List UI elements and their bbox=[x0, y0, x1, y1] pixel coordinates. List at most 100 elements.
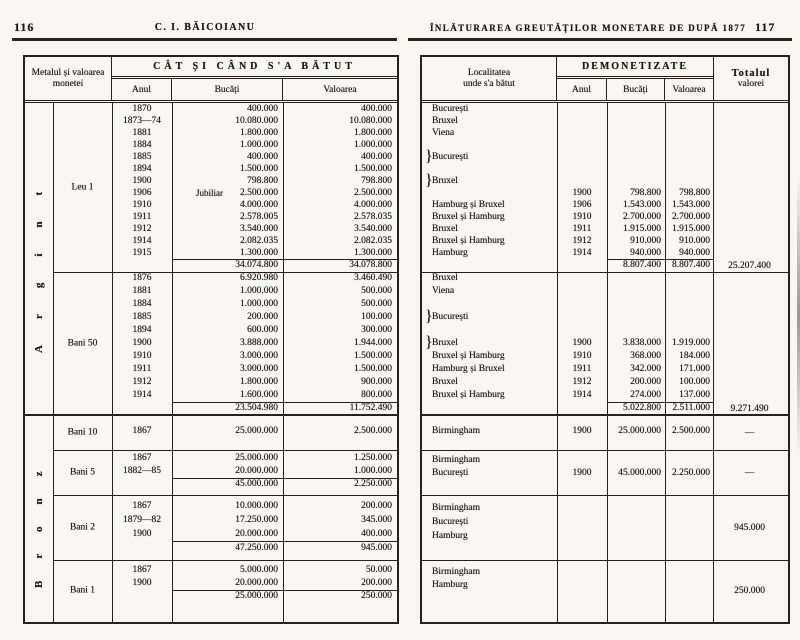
valoarea-cell: 100.000 bbox=[679, 377, 710, 387]
table-row: } Bruxel bbox=[422, 173, 788, 189]
total-separator bbox=[607, 402, 713, 403]
group-header-minted: CÂT ȘI CÂND S'A BĂTUT bbox=[112, 57, 397, 79]
valoarea-cell: 500.000 bbox=[361, 299, 392, 309]
table-row: 1912 3.540.000 3.540.000 bbox=[25, 223, 397, 235]
locality-cell: Birmingham bbox=[432, 503, 481, 513]
valoarea-cell: 2.250.000 bbox=[672, 468, 710, 478]
bucati-cell: 3.000.000 bbox=[240, 351, 278, 361]
bucati-cell: 910.000 bbox=[630, 236, 661, 246]
valoarea-total-cell: 34.078.800 bbox=[349, 260, 392, 270]
table-block: Birmingham București 1900 45.000.000 2.250.0… bbox=[422, 450, 788, 495]
table-row: Hamburg bbox=[422, 529, 788, 543]
valoarea-cell: 10.080.000 bbox=[349, 116, 392, 126]
year-cell: 1881 bbox=[132, 286, 152, 296]
block-separator bbox=[25, 414, 397, 416]
year-cell: 1906 bbox=[572, 200, 592, 210]
mint-table-body: Leu 1 1870 400.000 400.000 1873—74 10.080.000… bbox=[25, 103, 397, 622]
table-row: 1881 1.000.000 500.000 bbox=[25, 285, 397, 298]
year-cell: 1894 bbox=[132, 164, 152, 174]
year-cell: 1910 bbox=[572, 351, 592, 361]
year-cell: 1900 bbox=[572, 468, 592, 478]
column-header-bucati: Bucăți bbox=[607, 79, 665, 100]
corner-header-line2: unde s'a bătut bbox=[463, 78, 515, 89]
table-row: 1911 2.578.005 2.578.035 bbox=[25, 211, 397, 223]
total-row: 45.000.000 2.250.000 bbox=[25, 478, 397, 491]
table-row: Bruxel și Hamburg 1910 368.000 184.000 bbox=[422, 350, 788, 363]
table-row: Birmingham 1900 25.000.000 2.500.000 bbox=[422, 425, 788, 438]
table-row: 1873—74 10.080.000 10.080.000 bbox=[25, 115, 397, 127]
locality-cell: București bbox=[432, 468, 469, 478]
year-cell: 1900 bbox=[132, 338, 152, 348]
page-number-right: 117 bbox=[755, 20, 776, 34]
table-row: 1879—82 17.250.000 345.000 bbox=[25, 513, 397, 527]
valoarea-total-cell: 11.752.490 bbox=[349, 403, 392, 413]
locality-cell: Viena bbox=[432, 128, 455, 138]
bucati-cell: 1.000.000 bbox=[240, 299, 278, 309]
denomination-label: Leu 1 bbox=[71, 182, 94, 192]
bucati-cell: 3.838.000 bbox=[623, 338, 661, 348]
bucati-cell: 200.000 bbox=[630, 377, 661, 387]
block-separator bbox=[422, 414, 788, 416]
block-separator bbox=[422, 272, 788, 273]
table-row: 1870 400.000 400.000 bbox=[25, 103, 397, 115]
bucati-total-cell: 5.022.800 bbox=[623, 403, 661, 413]
bucati-total-cell: 34.074.800 bbox=[235, 260, 278, 270]
block-separator bbox=[53, 450, 397, 451]
bucati-cell: 1.500.000 bbox=[240, 164, 278, 174]
bucati-cell: 1.600.000 bbox=[240, 390, 278, 400]
total-row: 5.022.800 2.511.000 bbox=[422, 402, 788, 415]
table-row: 1900 20.000.000 400.000 bbox=[25, 527, 397, 541]
year-cell: 1906 bbox=[132, 188, 152, 198]
table-row bbox=[422, 163, 788, 175]
valoarea-total-cell: 2.250.000 bbox=[354, 479, 392, 489]
bucati-cell: 6.920.980 bbox=[240, 273, 278, 283]
year-cell: 1885 bbox=[132, 312, 152, 322]
valoarea-cell: 400.000 bbox=[361, 152, 392, 162]
table-row: Birmingham bbox=[422, 566, 788, 579]
year-cell: 1867 bbox=[132, 565, 152, 575]
locality-cell: Bruxel și Hamburg bbox=[432, 236, 505, 246]
valoarea-cell: 2.082.035 bbox=[354, 236, 392, 246]
year-cell: 1910 bbox=[132, 200, 152, 210]
bucati-cell: 45.000.000 bbox=[618, 468, 661, 478]
table-block: Birmingham Hamburg 250.000 bbox=[422, 560, 788, 622]
table-row: 1914 1.600.000 800.000 bbox=[25, 389, 397, 402]
corner-header-line1: Metalul și valoarea bbox=[31, 67, 105, 78]
table-row: Hamburg și Bruxel 1906 1.543.000 1.543.000 bbox=[422, 199, 788, 211]
column-header-anul: Anul bbox=[557, 79, 607, 100]
bucati-cell: 25.000.000 bbox=[235, 426, 278, 436]
table-block: Birmingham 1900 25.000.000 2.500.000 — bbox=[422, 415, 788, 450]
year-cell: 1873—74 bbox=[123, 116, 161, 126]
block-separator bbox=[53, 495, 397, 496]
scan-edge-smudge bbox=[797, 175, 800, 455]
bucati-cell: 4.000.000 bbox=[240, 200, 278, 210]
valoarea-total-cell: 250.000 bbox=[361, 591, 392, 601]
bucati-cell: 1.800.000 bbox=[240, 377, 278, 387]
locality-cell: Bruxel bbox=[432, 377, 458, 387]
year-cell: 1894 bbox=[132, 325, 152, 335]
totalul-header-line1: Totalul bbox=[731, 68, 771, 79]
year-cell: 1867 bbox=[132, 453, 152, 463]
bucati-cell: 798.800 bbox=[630, 188, 661, 198]
bucati-cell: 798.800 bbox=[247, 176, 278, 186]
total-row: 8.807.400 8.807.400 bbox=[422, 259, 788, 271]
locality-cell: București bbox=[432, 104, 469, 114]
denomination-label: Bani 10 bbox=[67, 427, 98, 437]
total-row: 47.250.000 945.000 bbox=[25, 541, 397, 555]
column-line bbox=[112, 103, 113, 622]
column-line bbox=[607, 103, 608, 622]
column-line bbox=[172, 103, 173, 622]
table-row: București 1900 45.000.000 2.250.000 bbox=[422, 467, 788, 480]
locality-cell: Bruxel bbox=[432, 338, 458, 348]
demonetized-table-body: București Bruxel Viena} București} Bruxel 190… bbox=[422, 103, 788, 622]
valoarea-cell: 940.000 bbox=[679, 248, 710, 258]
bucati-cell: 200.000 bbox=[247, 312, 278, 322]
total-separator bbox=[172, 402, 397, 403]
corner-header-left: Metalul și valoarea monetei bbox=[25, 57, 112, 100]
valoarea-cell: 1.250.000 bbox=[354, 453, 392, 463]
demonetized-table: Localitatea unde s'a bătut DEMONETIZATE … bbox=[420, 55, 790, 624]
table-row: 1885 400.000 400.000 bbox=[25, 151, 397, 163]
brace-glyph: } bbox=[425, 148, 433, 165]
brace-glyph: } bbox=[425, 308, 433, 325]
